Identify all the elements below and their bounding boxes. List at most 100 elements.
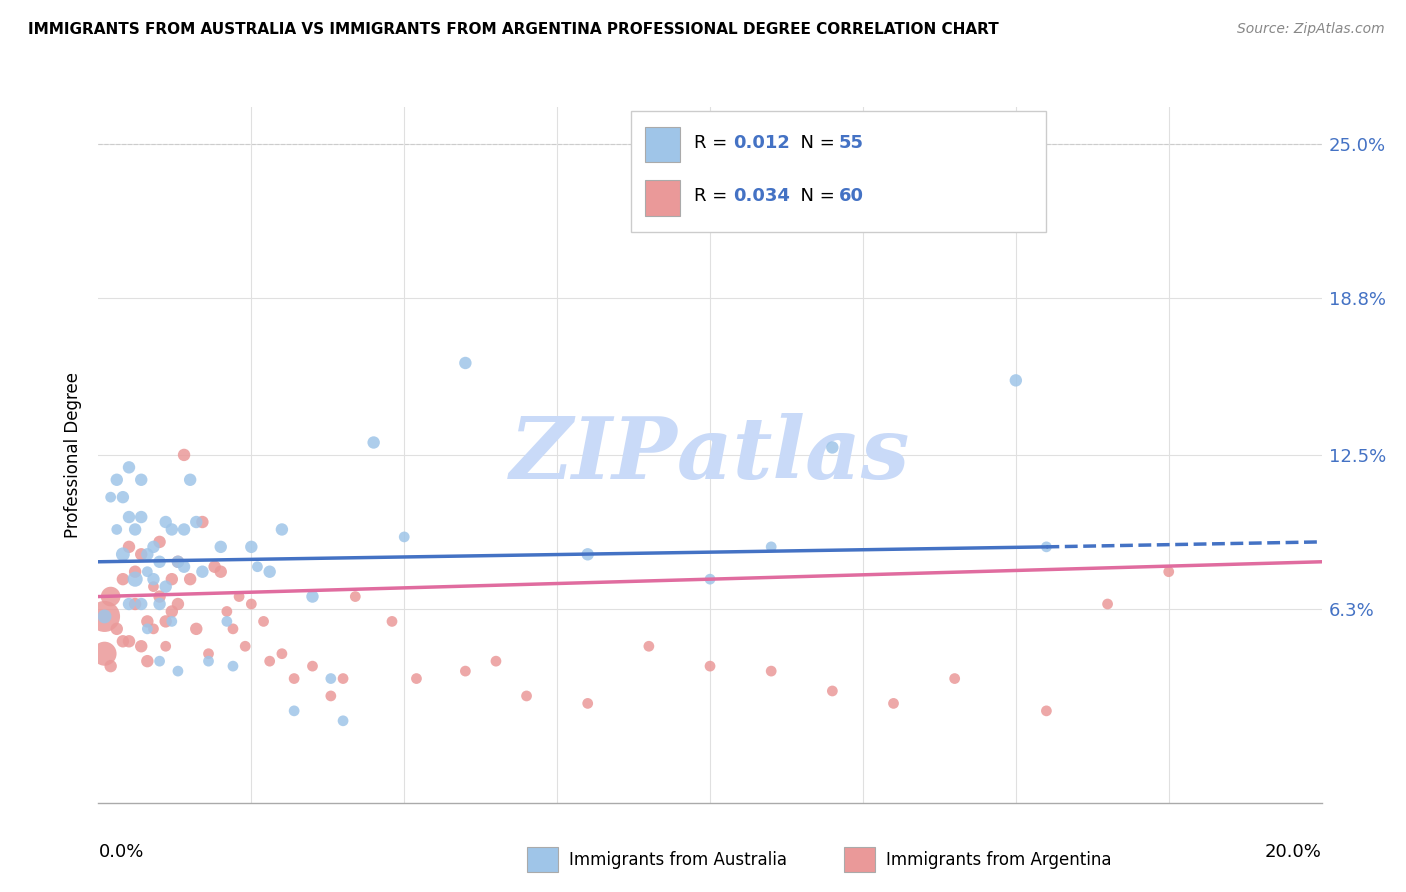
Point [191,515,214,529]
Point [167,664,190,678]
Point [129,639,152,653]
Point [246,559,269,574]
Point [118,634,141,648]
Point [124,523,146,537]
Point [93,647,115,661]
Point [118,597,141,611]
Point [118,460,141,475]
Point [943,672,966,686]
Point [167,555,190,569]
Point [149,555,172,569]
Point [204,559,226,574]
Point [363,435,385,450]
Point [142,580,165,594]
Point [142,540,165,554]
Point [454,356,477,370]
Point [160,523,183,537]
Point [100,490,122,504]
Point [344,590,367,604]
Point [197,654,219,668]
Point [252,615,274,629]
Point [1157,565,1180,579]
Text: IMMIGRANTS FROM AUSTRALIA VS IMMIGRANTS FROM ARGENTINA PROFESSIONAL DEGREE CORRE: IMMIGRANTS FROM AUSTRALIA VS IMMIGRANTS … [28,22,998,37]
Point [124,597,146,611]
Point [270,523,292,537]
Point [155,515,177,529]
Y-axis label: Professional Degree: Professional Degree [65,372,83,538]
Text: 0.034: 0.034 [733,187,790,205]
Point [155,615,177,629]
Point [454,664,477,678]
Point [319,689,342,703]
Point [136,565,159,579]
Point [576,697,599,711]
Point [129,597,152,611]
Point [100,590,122,604]
Point [215,605,238,619]
Point [105,523,128,537]
Point [270,647,292,661]
Point [1035,540,1057,554]
Point [222,622,245,636]
Point [149,654,172,668]
Point [485,654,508,668]
Point [1097,597,1119,611]
Point [821,441,844,455]
Text: 0.0%: 0.0% [98,843,143,861]
Point [124,572,146,586]
Point [173,559,195,574]
Point [283,704,305,718]
Point [240,540,263,554]
Point [160,615,183,629]
Point [155,639,177,653]
Point [319,672,342,686]
Point [240,597,263,611]
Point [191,565,214,579]
Point [129,547,152,561]
Point [136,615,159,629]
Text: 55: 55 [838,134,863,152]
Point [149,590,172,604]
Point [233,639,256,653]
Point [405,672,427,686]
Point [1035,704,1057,718]
Point [93,609,115,624]
Text: 0.012: 0.012 [733,134,790,152]
Point [118,510,141,524]
Point [100,659,122,673]
Point [173,448,195,462]
Point [209,565,232,579]
Point [222,659,245,673]
Point [111,547,134,561]
Point [167,555,190,569]
Point [105,473,128,487]
Point [167,597,190,611]
Point [209,540,232,554]
Point [93,609,115,624]
Point [699,572,721,586]
Point [179,572,201,586]
Point [516,689,538,703]
Point [136,654,159,668]
Point [699,659,721,673]
Point [111,572,134,586]
Point [883,697,905,711]
Point [149,597,172,611]
Point [759,540,782,554]
Point [259,654,281,668]
Point [332,672,354,686]
Point [576,547,599,561]
Text: 60: 60 [838,187,863,205]
Text: N =: N = [789,187,841,205]
Point [124,565,146,579]
Point [301,590,323,604]
Point [197,647,219,661]
Point [111,490,134,504]
Point [160,572,183,586]
Point [186,515,208,529]
Text: R =: R = [693,187,733,205]
Point [943,211,966,226]
Point [759,664,782,678]
Point [118,540,141,554]
Point [332,714,354,728]
